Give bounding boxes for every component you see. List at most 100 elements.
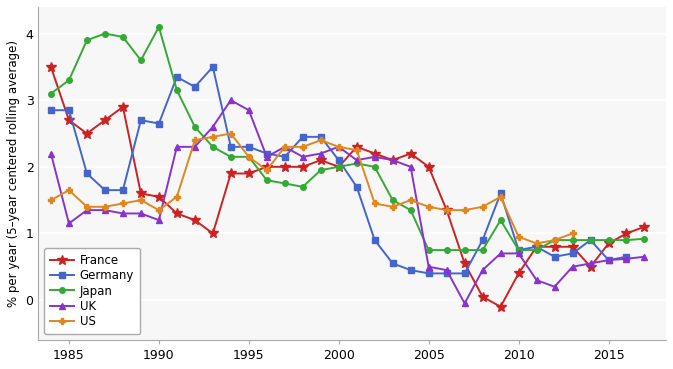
Germany [47, 108, 55, 113]
UK [551, 284, 559, 289]
France [641, 225, 649, 229]
Germany [443, 271, 451, 276]
Japan [227, 155, 235, 159]
Germany [227, 145, 235, 149]
Japan [569, 238, 577, 242]
UK [586, 261, 594, 266]
Japan [83, 38, 91, 42]
France [299, 165, 307, 169]
France [425, 165, 433, 169]
Japan [604, 238, 612, 242]
US [317, 138, 325, 142]
US [245, 155, 253, 159]
US [101, 204, 109, 209]
Germany [479, 238, 487, 242]
France [353, 145, 361, 149]
UK [532, 278, 540, 282]
UK [281, 145, 289, 149]
Japan [262, 178, 271, 182]
UK [245, 108, 253, 113]
Japan [47, 92, 55, 96]
France [569, 245, 577, 249]
Japan [245, 155, 253, 159]
UK [155, 218, 163, 223]
Y-axis label: % per year (5–year centered rolling average): % per year (5–year centered rolling aver… [7, 40, 20, 307]
UK [65, 221, 73, 226]
UK [227, 98, 235, 103]
Line: Germany: Germany [48, 64, 629, 276]
Japan [623, 238, 631, 242]
UK [83, 208, 91, 212]
US [371, 201, 379, 206]
US [460, 208, 468, 212]
US [47, 198, 55, 202]
France [65, 118, 73, 123]
US [479, 204, 487, 209]
US [497, 194, 505, 199]
Germany [83, 171, 91, 176]
UK [299, 155, 307, 159]
US [65, 188, 73, 192]
France [262, 165, 271, 169]
UK [623, 256, 631, 261]
Germany [173, 75, 181, 79]
France [191, 218, 199, 223]
UK [569, 265, 577, 269]
UK [47, 151, 55, 156]
Germany [334, 158, 343, 162]
UK [388, 158, 396, 162]
Japan [425, 248, 433, 252]
US [281, 145, 289, 149]
France [623, 231, 631, 236]
Japan [299, 184, 307, 189]
Japan [515, 248, 523, 252]
US [83, 204, 91, 209]
Japan [65, 78, 73, 82]
France [101, 118, 109, 123]
UK [479, 268, 487, 272]
UK [604, 258, 612, 262]
Germany [569, 251, 577, 256]
Germany [460, 271, 468, 276]
France [119, 105, 127, 109]
US [227, 131, 235, 136]
Germany [551, 255, 559, 259]
UK [262, 155, 271, 159]
US [173, 194, 181, 199]
Line: Japan: Japan [48, 24, 647, 253]
Germany [245, 145, 253, 149]
Japan [317, 168, 325, 172]
Line: UK: UK [48, 97, 647, 306]
Germany [119, 188, 127, 192]
UK [209, 125, 217, 129]
UK [497, 251, 505, 256]
UK [191, 145, 199, 149]
France [281, 165, 289, 169]
France [586, 265, 594, 269]
UK [515, 251, 523, 256]
Germany [586, 238, 594, 242]
France [155, 194, 163, 199]
France [47, 65, 55, 69]
US [443, 208, 451, 212]
Germany [137, 118, 145, 123]
US [191, 138, 199, 142]
France [443, 208, 451, 212]
Germany [209, 65, 217, 69]
Germany [532, 245, 540, 249]
UK [641, 255, 649, 259]
Legend: France, Germany, Japan, UK, US: France, Germany, Japan, UK, US [44, 248, 140, 334]
US [406, 198, 415, 202]
Germany [353, 184, 361, 189]
US [209, 135, 217, 139]
France [371, 151, 379, 156]
France [497, 304, 505, 309]
Germany [191, 85, 199, 89]
Japan [532, 248, 540, 252]
France [406, 151, 415, 156]
UK [443, 268, 451, 272]
Japan [641, 237, 649, 241]
US [119, 201, 127, 206]
France [460, 261, 468, 266]
US [569, 231, 577, 236]
